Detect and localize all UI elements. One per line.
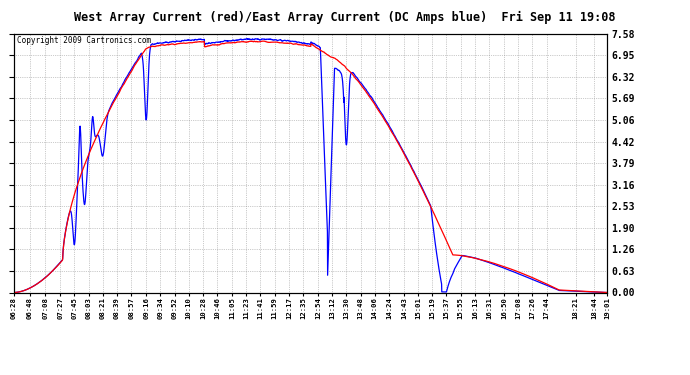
Text: West Array Current (red)/East Array Current (DC Amps blue)  Fri Sep 11 19:08: West Array Current (red)/East Array Curr… bbox=[75, 11, 615, 24]
Text: Copyright 2009 Cartronics.com: Copyright 2009 Cartronics.com bbox=[17, 36, 151, 45]
